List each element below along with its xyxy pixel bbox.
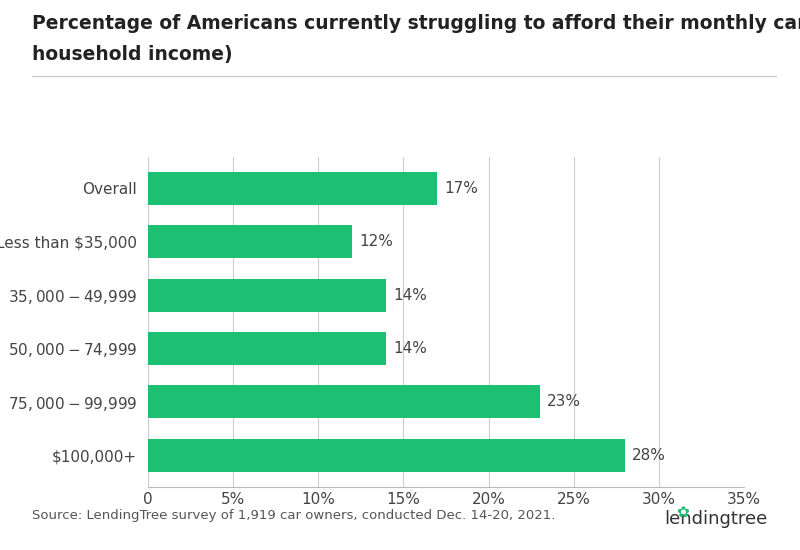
Text: 28%: 28% <box>632 448 666 463</box>
Text: 23%: 23% <box>546 394 581 409</box>
Text: ✿: ✿ <box>676 505 689 520</box>
Text: 12%: 12% <box>359 234 393 249</box>
Text: Source: LendingTree survey of 1,919 car owners, conducted Dec. 14-20, 2021.: Source: LendingTree survey of 1,919 car … <box>32 509 555 522</box>
Bar <box>148 385 540 419</box>
Text: 14%: 14% <box>394 288 427 303</box>
Bar <box>148 278 386 312</box>
Bar <box>148 439 625 472</box>
Text: 17%: 17% <box>444 181 478 196</box>
Text: Percentage of Americans currently struggling to afford their monthly car payment: Percentage of Americans currently strugg… <box>32 14 800 33</box>
Text: 14%: 14% <box>394 341 427 356</box>
Text: household income): household income) <box>32 45 233 64</box>
Bar <box>148 225 352 258</box>
Bar <box>148 172 438 205</box>
Text: lendingtree: lendingtree <box>665 510 768 528</box>
Bar <box>148 332 386 365</box>
